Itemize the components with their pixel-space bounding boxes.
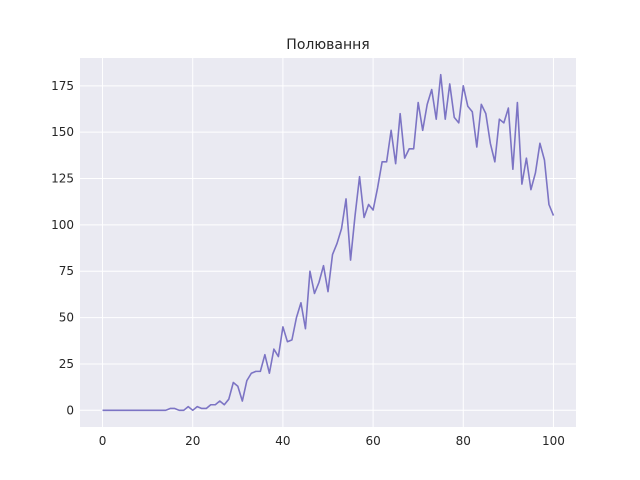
x-tick-label: 20 xyxy=(185,434,200,448)
y-tick-label: 0 xyxy=(66,403,74,417)
series-line xyxy=(102,73,555,412)
y-tick-label: 25 xyxy=(59,357,74,371)
x-tick-label: 40 xyxy=(275,434,290,448)
y-tick-label: 75 xyxy=(59,264,74,278)
y-tick-label: 175 xyxy=(51,79,74,93)
x-tick-label: 100 xyxy=(542,434,565,448)
chart-title: Полювання xyxy=(286,37,369,53)
x-tick-label: 60 xyxy=(365,434,380,448)
grid-lines xyxy=(80,58,576,427)
y-tick-label: 50 xyxy=(59,311,74,325)
tick-labels: 0 20 40 60 80 100 0 25 50 75 100 125 150 175 xyxy=(51,79,565,448)
y-tick-label: 125 xyxy=(51,172,74,186)
y-tick-label: 150 xyxy=(51,125,74,139)
x-tick-label: 0 xyxy=(99,434,107,448)
series-layer xyxy=(102,73,555,412)
plot-background xyxy=(80,58,576,427)
y-tick-label: 100 xyxy=(51,218,74,232)
x-tick-label: 80 xyxy=(456,434,471,448)
